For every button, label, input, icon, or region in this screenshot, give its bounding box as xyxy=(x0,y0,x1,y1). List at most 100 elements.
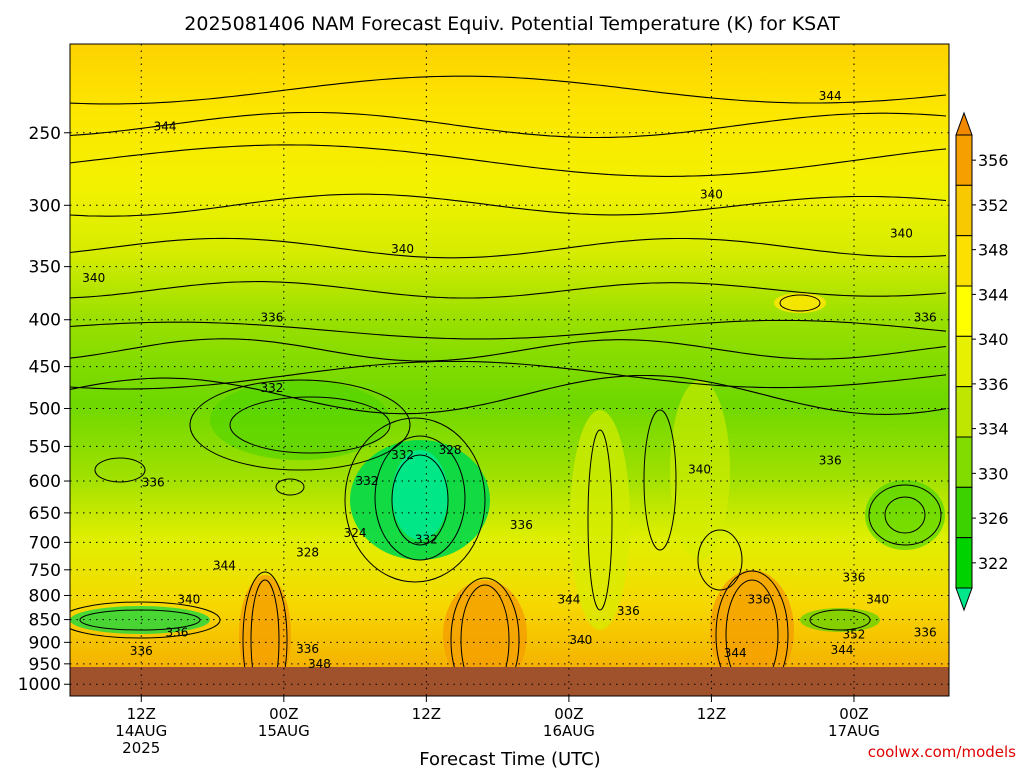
contour-label: 336 xyxy=(142,475,165,489)
contour-ring xyxy=(374,435,466,561)
y-tick-label: 250 xyxy=(29,124,61,144)
contour-label: 344 xyxy=(724,646,747,660)
y-tick-label: 800 xyxy=(29,586,61,606)
contour-line xyxy=(70,360,947,390)
y-tick-label: 850 xyxy=(29,611,61,631)
contour-ring xyxy=(643,409,677,551)
contour-lines xyxy=(70,75,947,696)
colorbar-segment xyxy=(955,537,973,589)
contour-ring xyxy=(391,454,449,546)
theta-e-field xyxy=(70,44,949,696)
contour-line xyxy=(70,193,947,217)
contour-label: 336 xyxy=(260,311,283,325)
x-tick-label: 00Z xyxy=(269,705,298,723)
contour-label: 344 xyxy=(819,89,842,103)
y-tick-label: 500 xyxy=(29,400,61,420)
contour-label: 336 xyxy=(747,592,770,606)
theta-e-region xyxy=(865,480,945,550)
colorbar-top-arrow xyxy=(955,111,973,136)
contour-label: 328 xyxy=(439,443,462,457)
contour-line xyxy=(70,281,947,299)
theta-e-region xyxy=(392,450,448,540)
theta-e-region xyxy=(800,608,880,632)
colorbar: 356 352 348 344 340 336 334 330 326 322 xyxy=(955,111,1009,612)
theta-e-region xyxy=(570,410,630,630)
contour-label: 344 xyxy=(831,643,854,657)
grid-lines xyxy=(70,44,949,696)
credit-text: coolwx.com/models xyxy=(868,743,1016,761)
contour-label: 340 xyxy=(82,271,105,285)
contour-label: 340 xyxy=(688,463,711,477)
contour-ring xyxy=(715,570,789,696)
contour-label: 344 xyxy=(154,119,177,133)
contour-label: 332 xyxy=(415,533,438,547)
x-tick-label: 17AUG xyxy=(828,722,880,740)
contour-label: 336 xyxy=(296,642,319,656)
contour-label: 332 xyxy=(391,448,414,462)
contour-line xyxy=(70,237,947,259)
colorbar-segment xyxy=(955,486,973,539)
contour-labels: 344 344 340 340 340 340 336 336 332 332 332 328 324 3… xyxy=(82,89,937,671)
contour-ring xyxy=(697,529,743,591)
y-tick-label: 900 xyxy=(29,633,61,653)
y-tick-label: 550 xyxy=(29,437,61,457)
colorbar-segment xyxy=(955,134,973,186)
colorbar-label: 322 xyxy=(978,554,1009,573)
contour-label: 324 xyxy=(344,526,367,540)
theta-e-region xyxy=(210,380,390,460)
contour-label: 344 xyxy=(213,559,236,573)
contour-ring xyxy=(250,579,280,696)
contour-line xyxy=(70,338,947,362)
y-tick-label: 1000 xyxy=(18,675,61,695)
contour-label: 336 xyxy=(165,625,188,639)
contour-ring xyxy=(229,396,391,454)
contour-ring xyxy=(275,478,305,496)
y-tick-label: 400 xyxy=(29,311,61,331)
colorbar-segment xyxy=(955,386,973,438)
x-tick-label: 14AUG xyxy=(115,722,167,740)
y-tick-label: 650 xyxy=(29,504,61,524)
x-tick-label: 2025 xyxy=(122,739,160,757)
colorbar-label: 336 xyxy=(978,375,1009,394)
contour-ring xyxy=(94,457,146,483)
contour-label: 340 xyxy=(177,592,200,606)
contour-label: 336 xyxy=(914,625,937,639)
theta-e-region xyxy=(710,570,794,690)
contour-line xyxy=(70,374,947,415)
y-tick-label: 600 xyxy=(29,472,61,492)
contour-ring xyxy=(242,571,288,696)
x-tick-label: 12Z xyxy=(412,705,441,723)
colorbar-label: 356 xyxy=(978,151,1009,170)
colorbar-label: 348 xyxy=(978,241,1009,260)
contour-label: 336 xyxy=(510,518,533,532)
contour-label: 340 xyxy=(866,592,889,606)
x-axis-title: Forecast Time (UTC) xyxy=(419,749,600,768)
colorbar-segment xyxy=(955,235,973,287)
colorbar-label: 352 xyxy=(978,196,1009,215)
colorbar-segment xyxy=(955,335,973,388)
y-axis: 2503003504004505005506006507007508008509… xyxy=(18,124,70,695)
colorbar-label: 330 xyxy=(978,464,1009,483)
colorbar-label: 326 xyxy=(978,509,1009,528)
contour-label: 332 xyxy=(356,474,379,488)
contour-label: 340 xyxy=(569,633,592,647)
contour-label: 344 xyxy=(557,592,580,606)
colorbar-bottom-arrow xyxy=(955,587,973,612)
y-tick-label: 750 xyxy=(29,561,61,581)
contour-label: 340 xyxy=(391,242,414,256)
contour-ring xyxy=(450,577,520,696)
contour-label: 336 xyxy=(819,454,842,468)
contour-label: 340 xyxy=(890,226,913,240)
x-tick-label: 15AUG xyxy=(258,722,310,740)
x-tick-label: 12Z xyxy=(697,705,726,723)
y-tick-label: 700 xyxy=(29,533,61,553)
y-tick-label: 350 xyxy=(29,258,61,278)
y-tick-label: 450 xyxy=(29,358,61,378)
colorbar-segment xyxy=(955,436,973,488)
contour-label: 328 xyxy=(296,545,319,559)
colorbar-segment xyxy=(955,285,973,337)
colorbar-label: 340 xyxy=(978,330,1009,349)
contour-line xyxy=(70,144,947,177)
x-tick-label: 16AUG xyxy=(543,722,595,740)
